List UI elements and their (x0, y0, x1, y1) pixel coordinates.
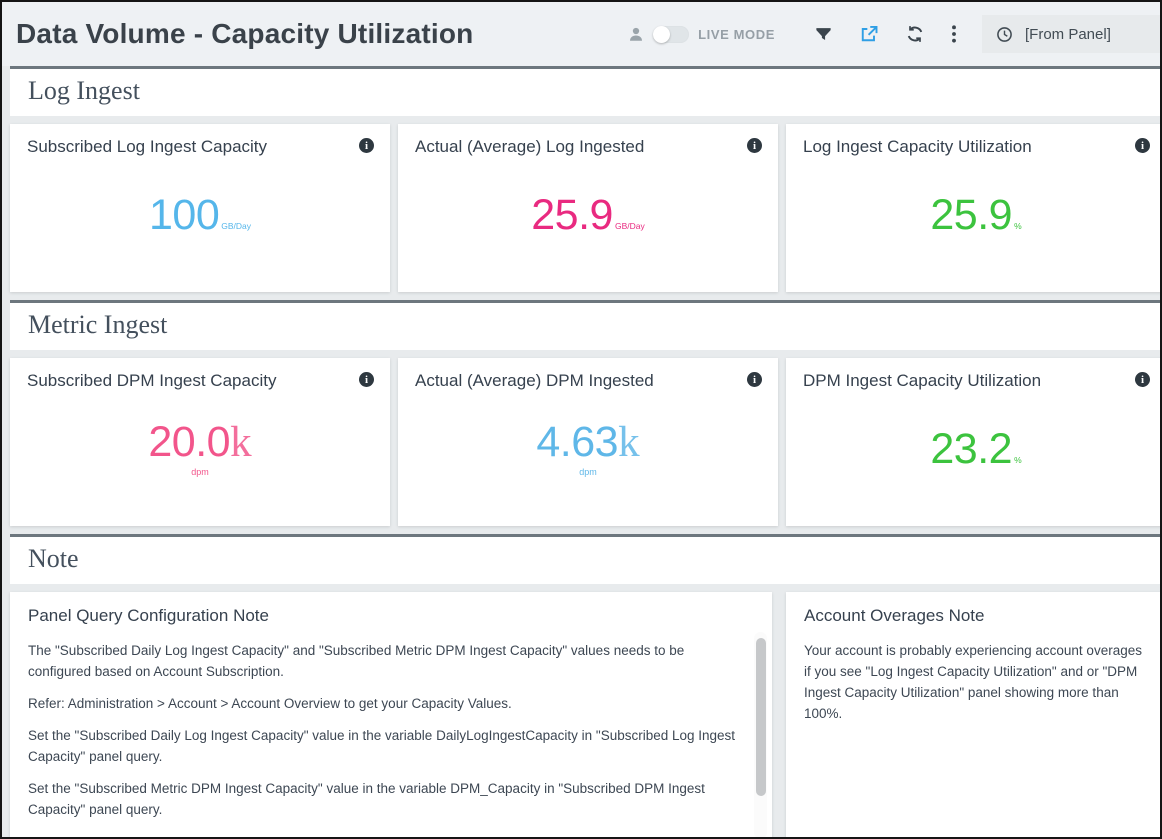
panel-value-area: 23.2 % (786, 372, 1160, 526)
scrollbar-track[interactable] (754, 632, 767, 837)
note-paragraph: Set the "Subscribed Metric DPM Ingest Ca… (28, 780, 705, 817)
panel-unit: GB/Day (221, 221, 251, 231)
panel-unit: % (1014, 455, 1022, 465)
time-range-label: [From Panel] (1025, 25, 1111, 43)
panel-value: 25.9 (930, 190, 1013, 239)
metric-ingest-row: Subscribed DPM Ingest Capacity i 20.0 k … (10, 350, 1160, 534)
toggle-knob (653, 25, 671, 43)
share-icon[interactable] (859, 24, 879, 44)
note-paragraph: Your account is probably experiencing ac… (804, 643, 1142, 721)
header-controls: LIVE MODE (627, 15, 1160, 53)
panel-title: Log Ingest Capacity Utilization (803, 137, 1032, 156)
clock-icon (996, 26, 1013, 43)
app-header: Data Volume - Capacity Utilization LIVE … (2, 2, 1160, 66)
panel-unit: GB/Day (614, 221, 645, 231)
user-icon (627, 25, 645, 43)
panel-value: 4.63 (536, 418, 619, 466)
scrollbar-thumb[interactable] (755, 638, 766, 796)
time-range-selector[interactable]: [From Panel] (982, 15, 1160, 53)
panel-unit: dpm (579, 467, 597, 477)
note-title: Account Overages Note (804, 606, 985, 625)
info-icon[interactable]: i (747, 138, 762, 153)
panel-title: DPM Ingest Capacity Utilization (803, 371, 1042, 390)
section-header-note: Note (10, 534, 1160, 584)
panel-subscribed-dpm-ingest-capacity: Subscribed DPM Ingest Capacity i 20.0 k … (10, 358, 390, 526)
dashboard-canvas: Log Ingest Subscribed Log Ingest Capacit… (2, 66, 1160, 837)
panel-query-configuration-note: Panel Query Configuration Note The "Subs… (10, 592, 772, 837)
live-mode-toggle[interactable] (653, 25, 690, 43)
page-title: Data Volume - Capacity Utilization (16, 18, 474, 49)
note-paragraph: Refer: Administration > Account > Accoun… (28, 695, 512, 711)
panel-value-suffix: k (230, 419, 252, 466)
section-header-log-ingest: Log Ingest (10, 66, 1160, 116)
panel-unit: % (1014, 221, 1022, 231)
panel-value-area: 25.9 % (786, 138, 1160, 292)
panel-value-area: 25.9 GB/Day (398, 138, 778, 292)
note-row: Panel Query Configuration Note The "Subs… (10, 584, 1160, 837)
panel-value: 25.9 (531, 190, 613, 239)
live-mode-label: LIVE MODE (698, 26, 775, 42)
panel-value-area: 20.0 k dpm (10, 372, 390, 526)
panel-value: 20.0 (148, 418, 231, 466)
panel-log-ingest-capacity-utilization: Log Ingest Capacity Utilization i 25.9 % (786, 124, 1160, 292)
panel-title: Subscribed DPM Ingest Capacity (27, 371, 277, 390)
section-header-metric-ingest: Metric Ingest (10, 300, 1160, 350)
panel-value-area: 4.63 k dpm (398, 372, 778, 526)
panel-title: Actual (Average) Log Ingested (415, 137, 645, 156)
panel-value-suffix: k (618, 419, 640, 466)
panel-value: 100 (148, 190, 220, 239)
note-paragraph: Set the "Subscribed Daily Log Ingest Cap… (28, 727, 736, 764)
panel-title: Actual (Average) DPM Ingested (415, 371, 654, 390)
account-overages-note: Account Overages Note Your account is pr… (786, 592, 1160, 837)
refresh-icon[interactable] (905, 24, 925, 44)
panel-value-area: 100 GB/Day (10, 138, 390, 292)
info-icon[interactable]: i (359, 372, 374, 387)
filter-icon[interactable] (814, 25, 833, 44)
info-icon[interactable]: i (747, 372, 762, 387)
panel-subscribed-log-ingest-capacity: Subscribed Log Ingest Capacity i 100 GB/… (10, 124, 390, 292)
note-title: Panel Query Configuration Note (28, 606, 269, 625)
panel-actual-dpm-ingested: Actual (Average) DPM Ingested i 4.63 k d… (398, 358, 778, 526)
info-icon[interactable]: i (1135, 372, 1150, 387)
kebab-menu-icon[interactable] (951, 24, 957, 44)
info-icon[interactable]: i (359, 138, 374, 153)
log-ingest-row: Subscribed Log Ingest Capacity i 100 GB/… (10, 116, 1160, 300)
panel-title: Subscribed Log Ingest Capacity (27, 137, 268, 156)
panel-unit: dpm (191, 467, 209, 477)
panel-value: 23.2 (930, 424, 1013, 473)
panel-dpm-ingest-capacity-utilization: DPM Ingest Capacity Utilization i 23.2 % (786, 358, 1160, 526)
panel-actual-log-ingested: Actual (Average) Log Ingested i 25.9 GB/… (398, 124, 778, 292)
info-icon[interactable]: i (1135, 138, 1150, 153)
note-paragraph: The "Subscribed Daily Log Ingest Capacit… (28, 643, 685, 679)
